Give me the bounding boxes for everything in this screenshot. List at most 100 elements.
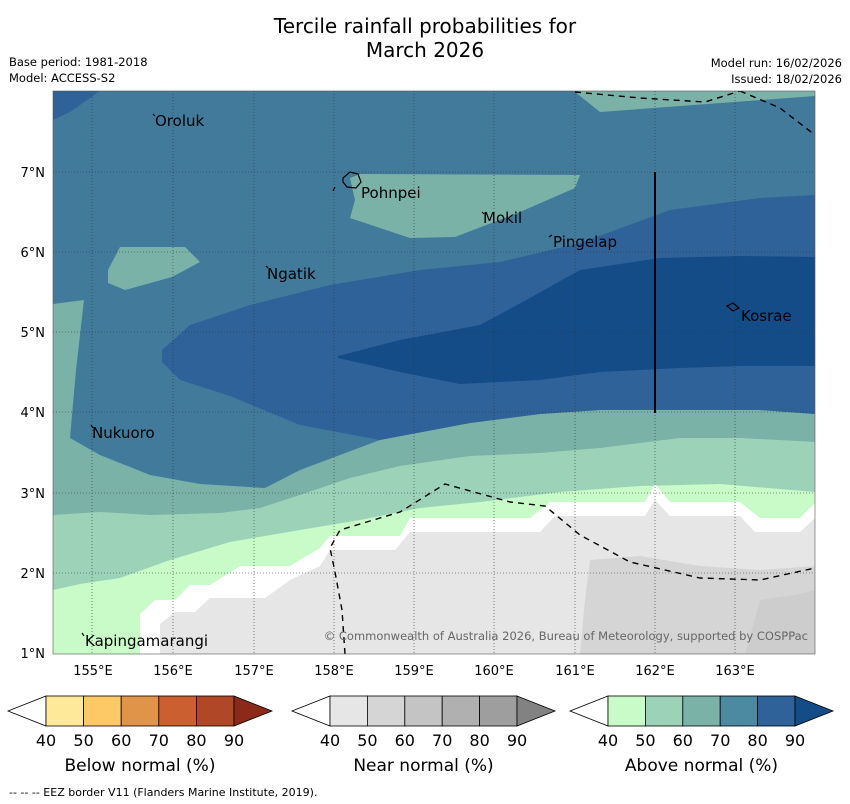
above-colorbar-tick-label: 60 [673,731,693,750]
near-colorbar-segment [329,695,368,727]
map-title-line1: Tercile rainfall probabilities for [273,14,577,38]
below-colorbar-low-extend [6,695,47,727]
lon-tick-160e: 160°E [474,664,514,679]
near-colorbar-tick-label: 90 [507,731,527,750]
above-colorbar-tick-label: 50 [635,731,655,750]
lon-tick-158e: 158°E [314,664,354,679]
pingelap-atoll [548,234,553,238]
place-label-nukuoro: Nukuoro [92,424,155,442]
legend-near-normal-label: Near normal (%) [353,756,494,776]
model-run-date: Model run: 16/02/2026 [710,56,842,70]
mokil-atoll [481,211,485,215]
lon-tick-157e: 157°E [234,664,274,679]
lat-tick-3n: 3°N [21,487,46,502]
place-label-oroluk: Oroluk [155,112,204,130]
lon-tick-159e: 159°E [394,664,434,679]
below-colorbar-tick-label: 40 [36,731,56,750]
place-label-pohnpei: Pohnpei [361,184,421,202]
model-name: Model: ACCESS-S2 [9,71,116,85]
place-label-kosrae: Kosrae [741,307,792,325]
below-colorbar-tick-label: 90 [224,731,244,750]
zone-above-80-band [162,195,815,440]
place-label-ngatik: Ngatik [267,265,316,283]
below-colorbar-segment [195,695,235,727]
near-colorbar-tick-label: 80 [469,731,489,750]
lat-tick-6n: 6°N [21,246,46,261]
below-colorbar-segment [158,695,197,727]
lat-tick-1n: 1°N [21,647,46,662]
above-colorbar-segment [757,695,796,727]
pohnpei-island [342,171,362,189]
ant-atoll [332,186,336,192]
lat-tick-2n: 2°N [21,567,46,582]
near-colorbar-segment [366,695,406,727]
above-colorbar-tick-label: 80 [747,731,767,750]
above-colorbar-segment [607,695,646,727]
lon-tick-156e: 156°E [153,664,193,679]
eez-borders [329,91,815,654]
probability-shading: Oroluk Pohnpei Mokil Pingelap Ngatik Kos… [53,91,815,654]
colorbar-near-normal: 40 50 60 70 80 90 [290,695,557,750]
zone-above-60-north [575,91,815,112]
above-colorbar-low-extend [568,695,609,727]
kosrae-island [725,302,741,312]
below-colorbar-high-extend [233,695,274,727]
below-colorbar-tick-label: 50 [73,731,93,750]
map-title-line2: March 2026 [365,38,485,62]
graticule [53,91,815,654]
legend-colorbars: 40 50 60 70 80 90 40 50 60 70 80 90 40 50 60 70 80 90 [6,695,835,750]
kapingamarangi-atoll [81,632,85,637]
lon-tick-155e: 155°E [73,664,113,679]
zone-above-60-pohnpei [350,174,580,238]
copyright-notice: © Commonwealth of Australia 2026, Bureau… [324,629,808,643]
lon-tick-161e: 161°E [555,664,595,679]
below-colorbar-segment [45,695,84,727]
zone-above-90-core [338,256,815,384]
above-colorbar-tick-label: 40 [598,731,618,750]
lat-tick-5n: 5°N [21,326,46,341]
zone-above-60-west [108,247,200,290]
near-colorbar-segment [479,695,518,727]
near-colorbar-segment [441,695,481,727]
lat-tick-7n: 7°N [21,166,46,181]
above-colorbar-tick-label: 70 [710,731,730,750]
near-colorbar-tick-label: 70 [432,731,452,750]
below-colorbar-segment [83,695,122,727]
lon-tick-163e: 163°E [715,664,755,679]
above-colorbar-segment [645,695,684,727]
forecast-map: Oroluk Pohnpei Mokil Pingelap Ngatik Kos… [21,90,816,679]
above-colorbar-segment [682,695,721,727]
oroluk-atoll [152,113,156,117]
near-colorbar-low-extend [290,695,331,727]
place-label-kapingamarangi: Kapingamarangi [85,632,208,650]
near-colorbar-segment [404,695,443,727]
near-colorbar-tick-label: 40 [320,731,340,750]
lon-tick-162e: 162°E [635,664,675,679]
islands [81,113,741,637]
above-colorbar-tick-label: 90 [785,731,805,750]
zone-above-80-nw [53,91,100,120]
place-label-mokil: Mokil [483,209,522,227]
issued-date: Issued: 18/02/2026 [731,72,842,86]
base-period: Base period: 1981-2018 [9,55,148,69]
legend-above-normal-label: Above normal (%) [624,756,779,776]
near-colorbar-high-extend [516,695,557,727]
eez-footnote: -- -- -- EEZ border V11 (Flanders Marine… [9,786,318,799]
below-colorbar-tick-label: 70 [149,731,169,750]
map-frame [52,90,816,655]
legend-below-normal-label: Below normal (%) [64,756,216,776]
colorbar-below-normal: 40 50 60 70 80 90 [6,695,274,750]
below-colorbar-segment [120,695,160,727]
above-colorbar-segment [719,695,759,727]
above-colorbar-high-extend [794,695,835,727]
ngatik-atoll [265,265,269,269]
zone-near-50-edge [745,590,815,654]
below-colorbar-tick-label: 80 [186,731,206,750]
lat-tick-4n: 4°N [21,406,46,421]
below-colorbar-tick-label: 60 [111,731,131,750]
near-colorbar-tick-label: 60 [395,731,415,750]
place-label-pingelap: Pingelap [553,233,617,251]
near-colorbar-tick-label: 50 [357,731,377,750]
nukuoro-atoll [90,424,94,429]
colorbar-above-normal: 40 50 60 70 80 90 [568,695,835,750]
